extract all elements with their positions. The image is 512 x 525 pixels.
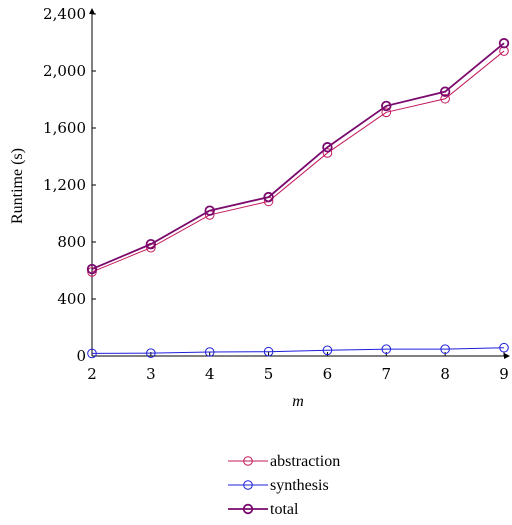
series-total [86, 38, 510, 275]
data-point-abstraction [381, 107, 392, 118]
legend-entry-total: total [228, 501, 299, 518]
x-tick-label: 2 [87, 365, 97, 383]
data-point-synthesis [322, 345, 333, 356]
x-tick-label: 7 [382, 365, 392, 383]
x-axis-ticks: 2 3 4 5 6 7 8 9 [87, 352, 509, 383]
series-abstraction [87, 46, 509, 277]
data-point-synthesis [381, 344, 392, 354]
y-axis-title: Runtime (s) [9, 148, 26, 224]
data-point-total [263, 191, 274, 203]
data-point-abstraction [322, 148, 333, 158]
x-tick-label: 6 [323, 365, 333, 383]
legend-entry-synthesis: synthesis [228, 477, 329, 494]
series-synthesis [87, 342, 509, 359]
data-point-synthesis [263, 346, 274, 357]
legend: abstraction synthesis total [228, 453, 340, 518]
x-axis-title: m [292, 393, 304, 410]
y-tick-label: 1,200 [43, 176, 86, 194]
x-axis-arrow [504, 353, 510, 359]
legend-marker [243, 480, 253, 490]
legend-label: synthesis [270, 477, 329, 494]
data-point-total [439, 86, 451, 97]
series-layer [86, 38, 510, 359]
series-line-abstraction [91, 50, 505, 273]
data-point-total [322, 142, 333, 153]
x-tick-label: 5 [264, 365, 274, 383]
data-point-synthesis [87, 348, 97, 359]
series-line-total [91, 42, 505, 270]
x-tick-label: 9 [499, 365, 509, 383]
legend-marker [243, 456, 253, 466]
data-point-total [498, 38, 510, 49]
y-axis-ticks: 0 400 800 1,200 1,600 2,000 2,400 [43, 5, 96, 365]
y-tick-label: 2,400 [43, 5, 86, 23]
x-tick-label: 4 [205, 365, 215, 383]
y-tick-label: 2,000 [43, 62, 86, 80]
data-point-synthesis [204, 347, 215, 357]
legend-marker [242, 503, 254, 515]
y-tick-label: 800 [57, 233, 86, 251]
data-point-synthesis [499, 342, 509, 353]
data-point-total [381, 100, 392, 112]
data-point-total [204, 205, 215, 216]
y-axis-arrow [89, 8, 95, 14]
data-point-abstraction [440, 93, 450, 104]
series-line-synthesis [91, 347, 505, 354]
data-point-total [86, 263, 98, 275]
y-tick-label: 0 [76, 347, 86, 365]
data-point-synthesis [146, 348, 156, 358]
data-point-total [145, 238, 157, 250]
y-tick-label: 400 [57, 290, 86, 308]
plot-area [89, 8, 510, 359]
x-tick-label: 3 [146, 365, 156, 383]
data-point-synthesis [440, 344, 450, 354]
legend-label: abstraction [270, 453, 340, 470]
legend-entry-abstraction: abstraction [228, 453, 340, 470]
legend-label: total [270, 501, 299, 518]
y-tick-label: 1,600 [43, 119, 86, 137]
x-tick-label: 8 [440, 365, 450, 383]
